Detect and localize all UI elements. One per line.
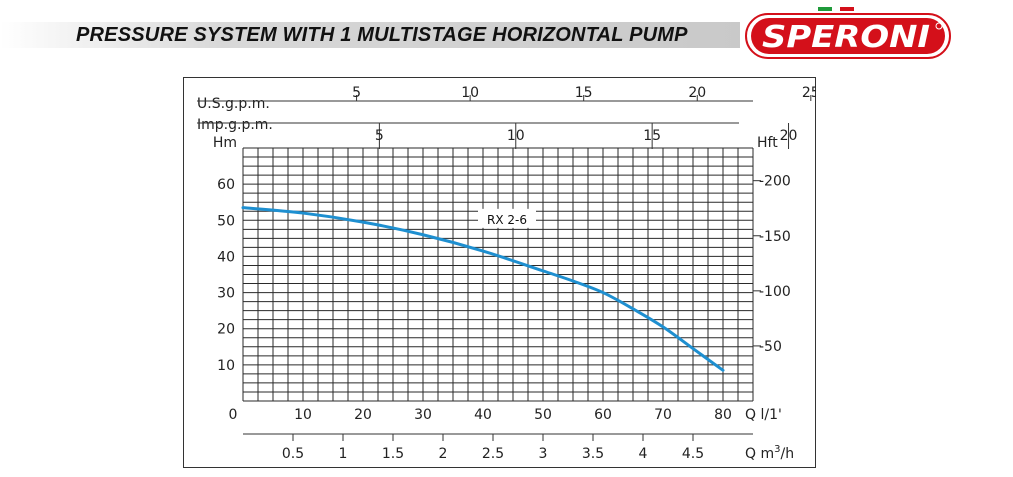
hm-tick-label: 10 [217, 358, 235, 374]
pump-curve-rx-2-6 [241, 206, 725, 372]
registered-mark [935, 22, 943, 30]
q-m3h-axis-label: Q m3/h [745, 444, 794, 462]
flag-red-stripe [840, 7, 854, 11]
usgpm-tick-label: 25 [802, 85, 816, 101]
usgpm-axis-label: U.S.g.p.m. [197, 96, 270, 112]
impgpm-tick-label: 20 [780, 128, 798, 144]
q-lmin-tick-label: 0 [229, 407, 238, 423]
m3h-tick-label: 4 [639, 446, 648, 462]
logo-text: SPERONI [762, 20, 930, 55]
impgpm-tick-label: 10 [507, 128, 525, 144]
q-lmin-axis-label: Q l/1' [745, 407, 782, 423]
hm-tick-label: 20 [217, 322, 235, 338]
q-lmin-tick-label: 20 [354, 407, 372, 423]
usgpm-tick-label: 20 [688, 85, 706, 101]
m3h-tick-label: 1 [339, 446, 348, 462]
q-lmin-tick-label: 40 [474, 407, 492, 423]
hft-tick-label: -150 [759, 229, 791, 245]
logo-inner-pill [751, 18, 945, 54]
usgpm-tick-label: 5 [352, 85, 361, 101]
q-lmin-tick-label: 10 [294, 407, 312, 423]
impgpm-tick-label: 15 [643, 128, 661, 144]
m3h-tick-label: 3.5 [582, 446, 604, 462]
speroni-logo: SPERONI [745, 7, 951, 59]
m3h-tick-label: 0.5 [282, 446, 304, 462]
chart-tick-labels: 5 10 15 20 255 10 15 20102030405060-50-100-150-… [217, 85, 816, 462]
m3h-tick-label: 3 [539, 446, 548, 462]
hft-tick-label: -200 [759, 174, 791, 190]
hm-tick-label: 50 [217, 213, 235, 229]
m3h-tick-label: 2.5 [482, 446, 504, 462]
q-lmin-tick-label: 50 [534, 407, 552, 423]
usgpm-tick-label: 10 [461, 85, 479, 101]
hm-tick-label: 40 [217, 249, 235, 265]
q-lmin-tick-label: 60 [594, 407, 612, 423]
m3h-tick-label: 2 [439, 446, 448, 462]
chart-frame [183, 77, 816, 468]
hft-axis-label: Hft [757, 135, 778, 151]
pump-curve-chart: U.S.g.p.m. Imp.g.p.m. Hm Hft Q l/1' Q m3… [183, 77, 816, 468]
hm-tick-label: 30 [217, 286, 235, 302]
hm-tick-label: 60 [217, 177, 235, 193]
chart-curves: RX 2-6 [241, 206, 725, 372]
impgpm-tick-label: 5 [375, 128, 384, 144]
usgpm-tick-label: 15 [575, 85, 593, 101]
q-lmin-tick-label: 80 [714, 407, 732, 423]
hm-axis-label: Hm [213, 135, 237, 151]
flag-green-stripe [818, 7, 832, 11]
m3h-tick-label: 4.5 [682, 446, 704, 462]
title-band [0, 22, 740, 48]
curve-label-background [478, 208, 536, 228]
hft-tick-label: -100 [759, 284, 791, 300]
curve-label: RX 2-6 [487, 213, 527, 227]
chart-grid [242, 147, 754, 402]
impgpm-axis-label: Imp.g.p.m. [197, 117, 273, 133]
hft-tick-label: -50 [759, 339, 782, 355]
q-lmin-tick-label: 70 [654, 407, 672, 423]
m3h-tick-label: 1.5 [382, 446, 404, 462]
page-title: PRESSURE SYSTEM WITH 1 MULTISTAGE HORIZO… [76, 24, 688, 46]
chart-axes [197, 95, 812, 441]
q-lmin-tick-label: 30 [414, 407, 432, 423]
